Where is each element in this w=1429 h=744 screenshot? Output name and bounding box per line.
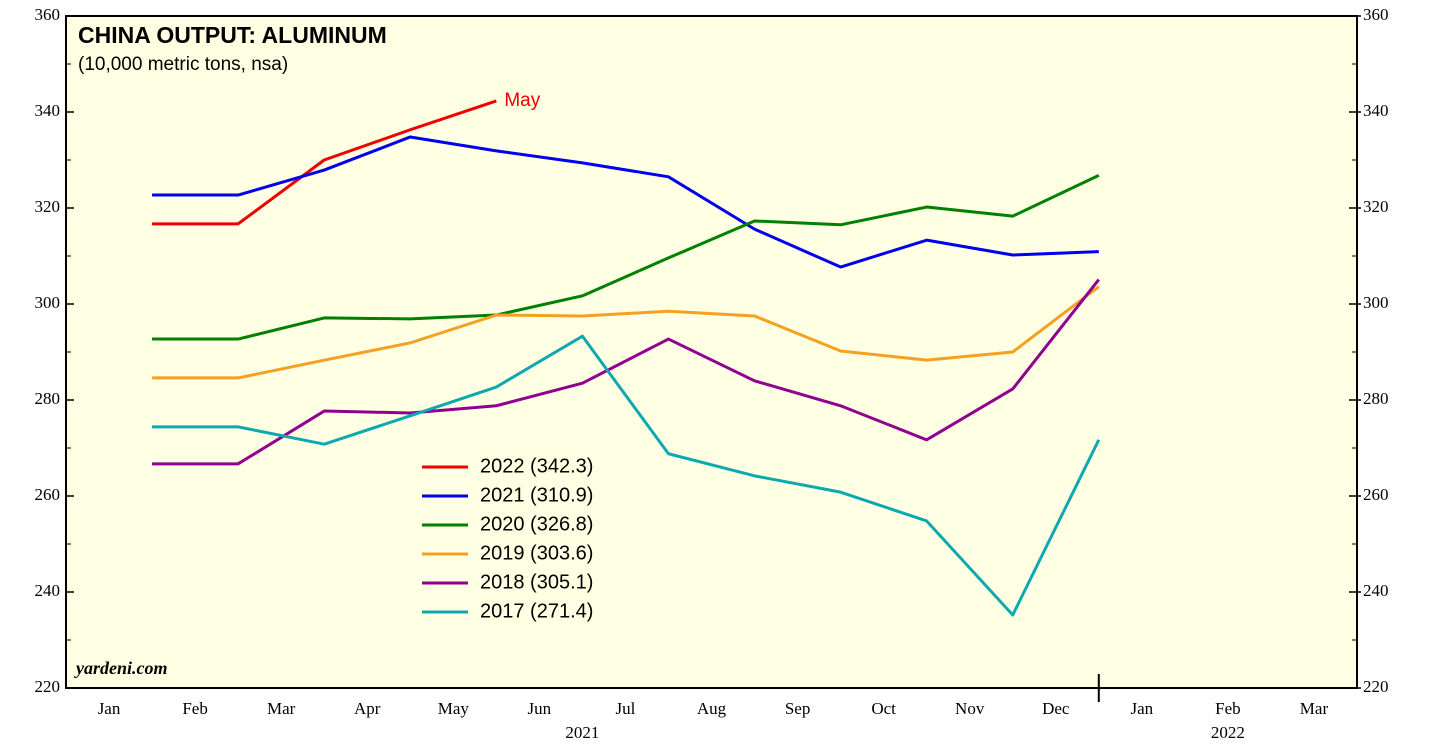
x-tick-label: Jan xyxy=(98,699,121,718)
x-tick-label: Apr xyxy=(354,699,381,718)
legend-label: 2021 (310.9) xyxy=(480,484,593,506)
series-line xyxy=(152,278,1100,466)
legend-label: 2017 (271.4) xyxy=(480,600,593,622)
y2-tick-label: 260 xyxy=(1363,485,1389,504)
x-tick-label: May xyxy=(438,699,470,718)
x-tick-label: Nov xyxy=(955,699,985,718)
x-tick-label: Dec xyxy=(1042,699,1070,718)
legend-label: 2019 (303.6) xyxy=(480,542,593,564)
y2-tick-label: 300 xyxy=(1363,293,1389,312)
series-line xyxy=(152,334,1101,617)
y-tick-label: 360 xyxy=(35,5,61,24)
annotation: May xyxy=(504,90,540,111)
y-tick-label: 240 xyxy=(35,581,61,600)
x-tick-label: Feb xyxy=(1215,699,1241,718)
y2-tick-label: 360 xyxy=(1363,5,1389,24)
plot-area xyxy=(65,15,1358,689)
y-tick-label: 260 xyxy=(35,485,61,504)
y-tick-label: 300 xyxy=(35,293,61,312)
y2-tick-label: 340 xyxy=(1363,101,1389,120)
x-tick-label: Jul xyxy=(616,699,636,718)
legend-label: 2022 (342.3) xyxy=(480,455,593,477)
x-tick-label: Aug xyxy=(697,699,727,718)
chart-subtitle: (10,000 metric tons, nsa) xyxy=(78,54,288,75)
source: yardeni.com xyxy=(74,658,168,678)
year-label: 2022 xyxy=(1211,723,1245,742)
chart-title: CHINA OUTPUT: ALUMINUM xyxy=(78,22,387,48)
y2-tick-label: 220 xyxy=(1363,677,1389,696)
y2-tick-label: 240 xyxy=(1363,581,1389,600)
year-label: 2021 xyxy=(565,723,599,742)
x-tick-label: Mar xyxy=(267,699,296,718)
x-tick-label: Jun xyxy=(528,699,552,718)
y-tick-label: 320 xyxy=(35,197,61,216)
series-line xyxy=(152,135,1099,269)
series-line xyxy=(152,285,1100,380)
x-tick-label: Sep xyxy=(785,699,811,718)
series-line xyxy=(152,99,497,226)
x-tick-label: Mar xyxy=(1300,699,1329,718)
y-tick-label: 220 xyxy=(35,677,61,696)
legend-label: 2020 (326.8) xyxy=(480,513,593,535)
legend-label: 2018 (305.1) xyxy=(480,571,593,593)
series-line xyxy=(152,174,1100,341)
y2-tick-label: 320 xyxy=(1363,197,1389,216)
y-tick-label: 340 xyxy=(35,101,61,120)
x-tick-label: Jan xyxy=(1130,699,1153,718)
x-tick-label: Feb xyxy=(182,699,208,718)
y-tick-label: 280 xyxy=(35,389,61,408)
x-tick-label: Oct xyxy=(871,699,896,718)
y2-tick-label: 280 xyxy=(1363,389,1389,408)
